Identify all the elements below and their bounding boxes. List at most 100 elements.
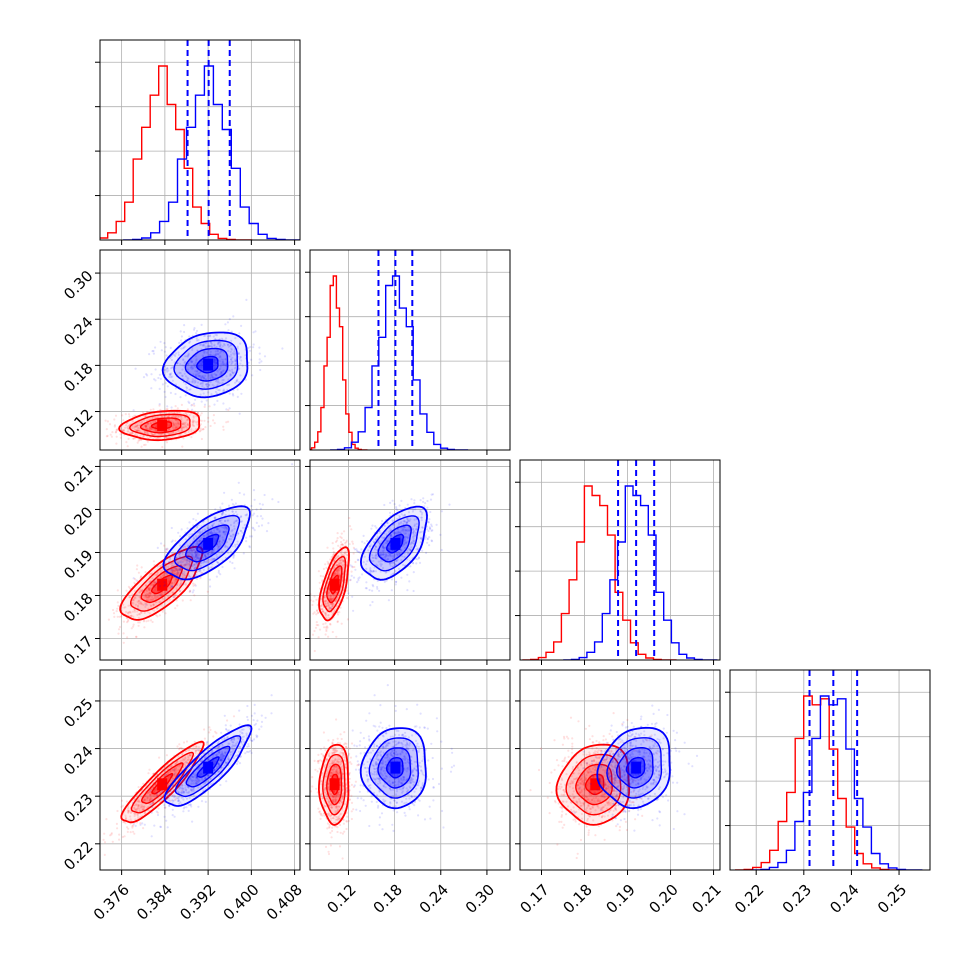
sample-point — [188, 754, 192, 757]
sample-point — [218, 529, 221, 532]
sample-point — [159, 576, 162, 579]
sample-point — [147, 596, 150, 599]
sample-point — [327, 601, 330, 604]
sample-point — [133, 814, 136, 818]
sample-point — [142, 827, 145, 830]
sample-point — [195, 557, 199, 560]
sample-point — [324, 602, 327, 605]
sample-point — [385, 571, 388, 574]
sample-point — [163, 544, 166, 547]
sample-point — [233, 522, 236, 525]
sample-point — [166, 385, 169, 388]
sample-point — [238, 491, 241, 495]
sample-point — [220, 337, 223, 340]
sample-point — [250, 535, 253, 538]
sample-point — [201, 556, 205, 559]
sample-point — [219, 544, 222, 547]
sample-point — [397, 532, 400, 535]
sample-point — [195, 782, 198, 785]
sample-point — [365, 587, 368, 590]
sample-point — [158, 756, 161, 759]
sample-point — [337, 567, 340, 570]
sample-point — [140, 438, 143, 442]
sample-point — [143, 626, 146, 629]
sample-point — [184, 383, 187, 386]
sample-point — [193, 381, 196, 384]
sample-point — [186, 376, 189, 379]
sample-point — [221, 565, 224, 569]
sample-point — [319, 604, 323, 607]
sample-point — [224, 545, 227, 548]
sample-point — [151, 599, 154, 602]
sample-point — [205, 743, 208, 746]
sample-point — [134, 428, 137, 431]
sample-point — [359, 551, 362, 554]
sample-point — [135, 807, 138, 811]
sample-point — [397, 530, 400, 533]
sample-point — [149, 428, 152, 432]
panel-1-1 — [305, 249, 511, 455]
sample-point — [151, 583, 154, 586]
sample-point — [149, 797, 152, 800]
sample-point — [232, 394, 235, 397]
sample-point — [333, 608, 336, 611]
sample-point — [199, 577, 202, 580]
sample-point — [106, 434, 109, 437]
sample-point — [321, 579, 324, 582]
sample-point — [328, 605, 331, 608]
sample-point — [251, 374, 254, 377]
sample-point — [345, 586, 348, 589]
contour-line — [151, 574, 174, 595]
sample-point — [395, 559, 398, 562]
sample-point — [209, 531, 212, 534]
sample-point — [158, 584, 162, 588]
sample-point — [143, 443, 146, 447]
sample-point — [137, 816, 140, 819]
sample-point — [124, 426, 127, 429]
sample-point — [421, 511, 424, 514]
sample-point — [336, 611, 339, 614]
sample-point — [223, 491, 226, 494]
sample-point — [362, 561, 365, 564]
sample-point — [190, 564, 193, 567]
sample-point — [231, 370, 234, 373]
sample-point — [154, 573, 157, 577]
sample-point — [166, 763, 169, 766]
sample-point — [190, 428, 193, 431]
sample-point — [426, 499, 429, 503]
sample-point — [192, 567, 195, 570]
sample-point — [236, 532, 240, 535]
sample-point — [237, 351, 240, 354]
sample-point — [203, 376, 206, 379]
sample-point — [211, 346, 214, 349]
sample-point — [167, 369, 170, 372]
sample-point — [147, 422, 150, 425]
sample-point — [369, 567, 372, 570]
sample-point — [184, 432, 187, 435]
sample-point — [125, 424, 128, 427]
sample-point — [144, 812, 147, 815]
sample-point — [277, 500, 280, 504]
sample-point — [237, 352, 240, 356]
sample-point — [152, 408, 155, 411]
sample-point — [340, 563, 344, 566]
sample-point — [147, 595, 151, 598]
sample-point — [163, 581, 166, 584]
sample-point — [176, 604, 179, 607]
sample-point — [239, 730, 242, 733]
sample-point — [384, 546, 387, 549]
sample-point — [172, 427, 175, 430]
sample-point — [350, 574, 353, 578]
sample-point — [183, 324, 186, 327]
sample-point — [118, 833, 121, 836]
sample-point — [136, 424, 140, 427]
sample-point — [142, 782, 145, 785]
sample-point — [416, 525, 419, 528]
sample-point — [392, 565, 395, 568]
sample-point — [154, 419, 157, 422]
sample-point — [221, 513, 224, 517]
sample-point — [198, 540, 201, 544]
sample-point — [147, 791, 150, 794]
sample-point — [145, 424, 148, 427]
sample-point — [261, 503, 264, 506]
